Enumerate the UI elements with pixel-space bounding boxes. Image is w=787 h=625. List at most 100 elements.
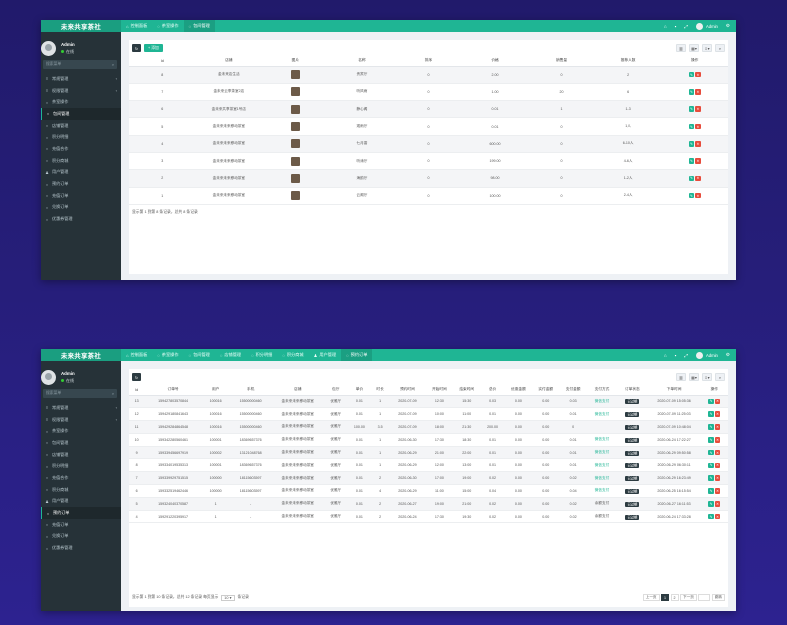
room-thumbnail[interactable] <box>290 156 300 166</box>
brand-logo[interactable]: 未来共享茶社 <box>41 20 121 32</box>
export-button[interactable]: ⇩▾ <box>702 44 712 52</box>
edit-icon[interactable]: ✎ <box>688 141 695 147</box>
column-header[interactable]: 排序 <box>395 56 462 67</box>
delete-icon[interactable]: ✕ <box>714 437 721 443</box>
edit-icon[interactable]: ✎ <box>708 488 714 494</box>
sidebar-item-0[interactable]: ≡ 常规管理 ‹ <box>41 73 121 85</box>
edit-icon[interactable]: ✎ <box>688 89 695 95</box>
add-button[interactable]: + 添加 <box>144 44 163 52</box>
sidebar-item-11[interactable]: ○ 兑换订单 <box>41 202 121 214</box>
sidebar-item-4[interactable]: ○ 店铺管理 <box>41 120 121 132</box>
export-button[interactable]: ⇩▾ <box>702 373 712 381</box>
edit-icon[interactable]: ✎ <box>708 462 714 469</box>
toggle-view-button[interactable]: ▥ <box>676 373 686 381</box>
sidebar-item-1[interactable]: ≡ 权限管理 ‹ <box>41 414 121 426</box>
sidebar-item-1[interactable]: ≡ 权限管理 ‹ <box>41 85 121 97</box>
sidebar-item-7[interactable]: ○ 积分商城 <box>41 155 121 167</box>
pager-item[interactable]: 上一页 <box>642 594 660 601</box>
fullscreen-icon[interactable]: ⤢ <box>684 23 688 29</box>
column-header[interactable]: 名称 <box>328 56 396 67</box>
sidebar-item-6[interactable]: ○ 充值合作 <box>41 143 121 155</box>
sidebar-item-11[interactable]: ○ 兑换订单 <box>41 531 121 543</box>
tab-7[interactable]: ◌ 预约订单 <box>341 349 373 361</box>
tab-2[interactable]: ◌ 包间管理 <box>183 20 215 32</box>
sidebar-item-4[interactable]: ○ 店铺管理 <box>41 449 121 461</box>
column-header[interactable]: 支付方式 <box>586 385 618 396</box>
delete-icon[interactable]: ✕ <box>695 106 701 112</box>
room-thumbnail[interactable] <box>290 70 300 80</box>
refresh-button[interactable]: ↻ <box>132 373 141 381</box>
column-header[interactable]: 销售量 <box>528 56 595 67</box>
room-thumbnail[interactable] <box>290 139 300 149</box>
edit-icon[interactable]: ✎ <box>688 175 695 182</box>
column-header[interactable]: 预约时间 <box>389 385 426 396</box>
sidebar-item-9[interactable]: ○ 预约订单 <box>41 178 121 190</box>
search-toggle-button[interactable]: ⌕ <box>715 44 725 52</box>
columns-button[interactable]: ▦▾ <box>689 44 699 52</box>
edit-icon[interactable]: ✎ <box>688 71 695 78</box>
column-header[interactable]: 订单号 <box>144 385 202 396</box>
column-header[interactable]: 优惠金额 <box>504 385 533 396</box>
page-size-select[interactable]: 10 ▾ <box>221 594 235 601</box>
delete-icon[interactable]: ✕ <box>714 411 721 417</box>
room-thumbnail[interactable] <box>290 104 300 114</box>
delete-icon[interactable]: ✕ <box>695 192 701 199</box>
room-thumbnail[interactable] <box>290 122 300 132</box>
column-header[interactable]: 总价 <box>480 385 505 396</box>
column-header[interactable]: 订单状态 <box>617 385 648 396</box>
column-header[interactable]: 用户 <box>201 385 230 396</box>
column-header[interactable]: 包厅 <box>323 385 348 396</box>
sidebar-search[interactable]: 搜索菜单 ⌕ <box>43 389 117 398</box>
search-toggle-button[interactable]: ⌕ <box>715 373 725 381</box>
delete-icon[interactable]: ✕ <box>695 89 701 95</box>
delete-icon[interactable]: ✕ <box>714 501 721 507</box>
sidebar-item-3[interactable]: ○ 包间管理 <box>41 108 121 120</box>
edit-icon[interactable]: ✎ <box>708 437 714 443</box>
delete-icon[interactable]: ✕ <box>714 449 721 456</box>
column-header[interactable]: Id <box>129 385 145 396</box>
sidebar-item-2[interactable]: ○ 茶室操作 <box>41 96 121 108</box>
search-icon[interactable]: ⌕ <box>111 391 114 396</box>
tab-0[interactable]: ⌂ 控制面板 <box>121 20 152 32</box>
edit-icon[interactable]: ✎ <box>688 106 695 112</box>
edit-icon[interactable]: ✎ <box>688 123 695 130</box>
room-thumbnail[interactable] <box>290 191 300 201</box>
sidebar-item-8[interactable]: ♟ 用户管理 <box>41 167 121 179</box>
sidebar-item-10[interactable]: ○ 充值订单 <box>41 190 121 202</box>
column-header[interactable]: 单价 <box>347 385 371 396</box>
sidebar-item-12[interactable]: ○ 优惠券管理 <box>41 213 121 225</box>
delete-icon[interactable]: ✕ <box>714 475 721 481</box>
settings-icon[interactable]: ⚙ <box>725 352 730 357</box>
settings-icon[interactable]: ⚙ <box>725 23 730 28</box>
edit-icon[interactable]: ✎ <box>708 475 714 481</box>
column-header[interactable]: 支付金额 <box>559 385 587 396</box>
tab-1[interactable]: ◌ 茶室操作 <box>152 349 183 361</box>
pager-item[interactable]: 下一页 <box>680 594 697 601</box>
edit-icon[interactable]: ✎ <box>688 158 695 164</box>
sidebar-item-6[interactable]: ○ 充值合作 <box>41 472 121 484</box>
delete-icon[interactable]: ✕ <box>714 424 721 430</box>
edit-icon[interactable]: ✎ <box>688 192 695 199</box>
jump-page-input[interactable] <box>698 594 711 601</box>
sidebar-item-5[interactable]: ○ 积分明细 <box>41 131 121 143</box>
tab-1[interactable]: ◌ 茶室操作 <box>152 20 183 32</box>
user-menu[interactable]: Admin <box>696 22 718 30</box>
column-header[interactable]: 开始时间 <box>425 385 454 396</box>
edit-icon[interactable]: ✎ <box>708 424 714 430</box>
delete-icon[interactable]: ✕ <box>695 71 701 78</box>
room-thumbnail[interactable] <box>290 87 300 97</box>
delete-icon[interactable]: ✕ <box>695 141 701 147</box>
home-icon[interactable]: ⌂ <box>663 352 667 358</box>
delete-icon[interactable]: ✕ <box>714 462 721 469</box>
column-header[interactable]: 推荐人数 <box>594 56 662 67</box>
sidebar-item-2[interactable]: ○ 茶室操作 <box>41 425 121 437</box>
sidebar-item-3[interactable]: ○ 包间管理 <box>41 437 121 449</box>
delete-icon[interactable]: ✕ <box>695 123 701 130</box>
sidebar-item-12[interactable]: ○ 优惠券管理 <box>41 542 121 554</box>
tab-6[interactable]: ♟ 用户管理 <box>309 349 342 361</box>
edit-icon[interactable]: ✎ <box>708 411 714 417</box>
trash-icon[interactable]: ▪ <box>674 23 677 29</box>
brand-logo[interactable]: 未来共享茶社 <box>41 349 121 361</box>
search-icon[interactable]: ⌕ <box>111 62 114 67</box>
column-header[interactable]: 价格 <box>461 56 529 67</box>
